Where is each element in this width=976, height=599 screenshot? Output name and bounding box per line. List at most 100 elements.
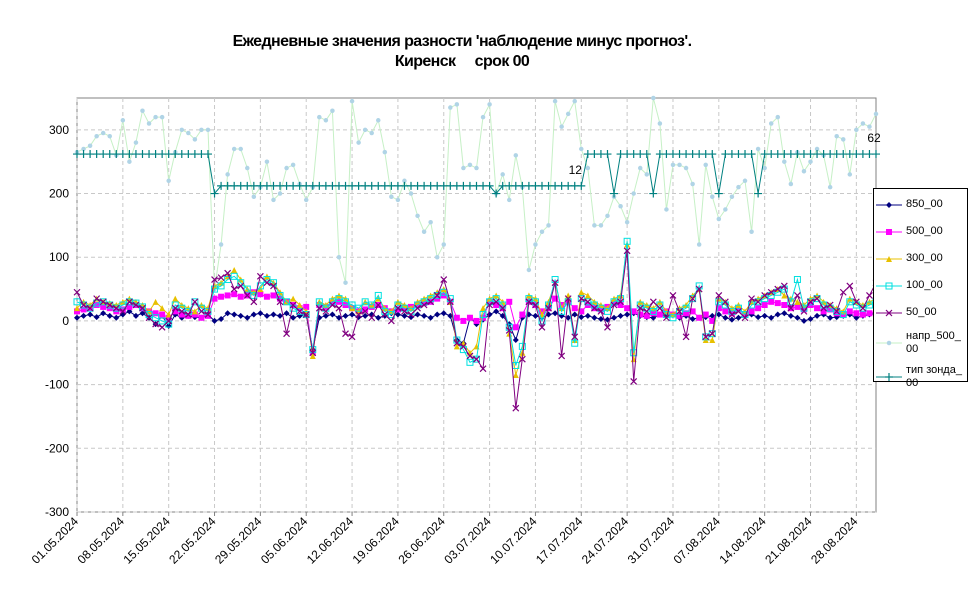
- data-point: [800, 306, 807, 313]
- x-tick-label: 24.07.2024: [579, 514, 632, 567]
- data-point: [723, 207, 728, 212]
- data-point: [677, 162, 682, 168]
- data-point: [603, 150, 612, 159]
- data-point: [100, 130, 106, 136]
- legend-marker: [885, 282, 893, 289]
- data-point: [814, 305, 821, 312]
- data-point: [420, 301, 428, 309]
- x-tick-label: 17.07.2024: [533, 514, 586, 567]
- data-point: [100, 303, 107, 310]
- data-point: [211, 276, 218, 283]
- data-point: [519, 349, 526, 356]
- data-point: [682, 304, 690, 312]
- data-point: [584, 292, 591, 299]
- data-point: [132, 301, 140, 309]
- data-point: [315, 304, 323, 312]
- data-point: [441, 242, 447, 247]
- x-tick-label: 26.06.2024: [396, 514, 449, 567]
- data-point: [165, 311, 172, 318]
- data-point: [302, 311, 310, 318]
- data-point: [794, 298, 801, 305]
- x-tick-label: 19.06.2024: [350, 514, 403, 567]
- data-point: [159, 305, 166, 312]
- data-point: [473, 355, 480, 363]
- data-point: [185, 312, 192, 319]
- data-point: [558, 352, 566, 360]
- data-point: [656, 304, 664, 312]
- data-point: [512, 372, 519, 379]
- data-point: [342, 298, 350, 306]
- data-point: [814, 312, 821, 319]
- data-point: [421, 229, 427, 235]
- chart-title: Ежедневные значения разности 'наблюдение…: [233, 33, 692, 50]
- data-point: [158, 323, 166, 331]
- data-point: [801, 168, 807, 174]
- data-point: [794, 303, 801, 310]
- data-point: [152, 298, 159, 305]
- data-point: [696, 314, 703, 321]
- data-point: [100, 310, 107, 317]
- data-point: [605, 213, 610, 219]
- data-point: [512, 404, 520, 412]
- data-point: [689, 308, 696, 315]
- data-point: [106, 301, 114, 309]
- legend-marker: [886, 201, 892, 208]
- data-point: [644, 172, 650, 177]
- x-tick-label: 07.08.2024: [671, 514, 724, 567]
- data-point: [119, 307, 127, 315]
- legend-swatch: [876, 255, 902, 262]
- data-point: [552, 295, 559, 302]
- data-point: [93, 295, 101, 303]
- data-point: [86, 304, 94, 312]
- data-point: [133, 140, 139, 145]
- y-tick-label: -300: [45, 505, 69, 519]
- data-point: [538, 308, 545, 315]
- data-point: [231, 291, 238, 298]
- legend-label: тип зонда_00: [906, 364, 962, 389]
- data-point: [296, 302, 303, 308]
- data-point: [715, 292, 723, 299]
- legend-item: 300_00: [874, 245, 967, 272]
- data-point: [113, 314, 120, 321]
- data-point: [166, 178, 171, 184]
- data-point: [217, 282, 225, 290]
- data-point: [230, 272, 238, 280]
- data-point: [513, 153, 519, 158]
- data-point: [833, 307, 841, 315]
- data-point: [211, 295, 218, 302]
- data-point: [277, 191, 283, 196]
- legend-label: 850_00: [906, 198, 943, 210]
- data-point: [322, 307, 330, 315]
- data-point: [309, 352, 316, 359]
- x-tick-label: 15.05.2024: [120, 514, 173, 567]
- data-point: [873, 111, 879, 117]
- data-point: [119, 306, 126, 313]
- data-point: [323, 118, 329, 123]
- data-point: [459, 342, 467, 350]
- data-point: [191, 308, 198, 315]
- data-point: [466, 352, 474, 360]
- data-point: [722, 314, 729, 321]
- data-point: [768, 298, 775, 305]
- data-point: [683, 165, 689, 171]
- data-point: [466, 314, 473, 321]
- x-tick-label: 08.05.2024: [75, 514, 128, 567]
- data-point: [73, 298, 81, 306]
- data-point: [682, 333, 690, 341]
- data-point: [768, 314, 775, 321]
- data-point: [427, 314, 434, 321]
- data-point: [94, 133, 99, 139]
- data-point: [145, 314, 153, 322]
- data-point: [788, 181, 794, 187]
- data-point: [256, 282, 264, 290]
- data-point: [526, 267, 532, 273]
- data-point: [230, 285, 238, 293]
- data-point: [492, 298, 500, 306]
- data-point: [762, 165, 767, 171]
- data-point: [664, 207, 669, 212]
- data-point: [663, 314, 670, 322]
- data-point: [676, 312, 683, 319]
- data-point: [362, 127, 368, 133]
